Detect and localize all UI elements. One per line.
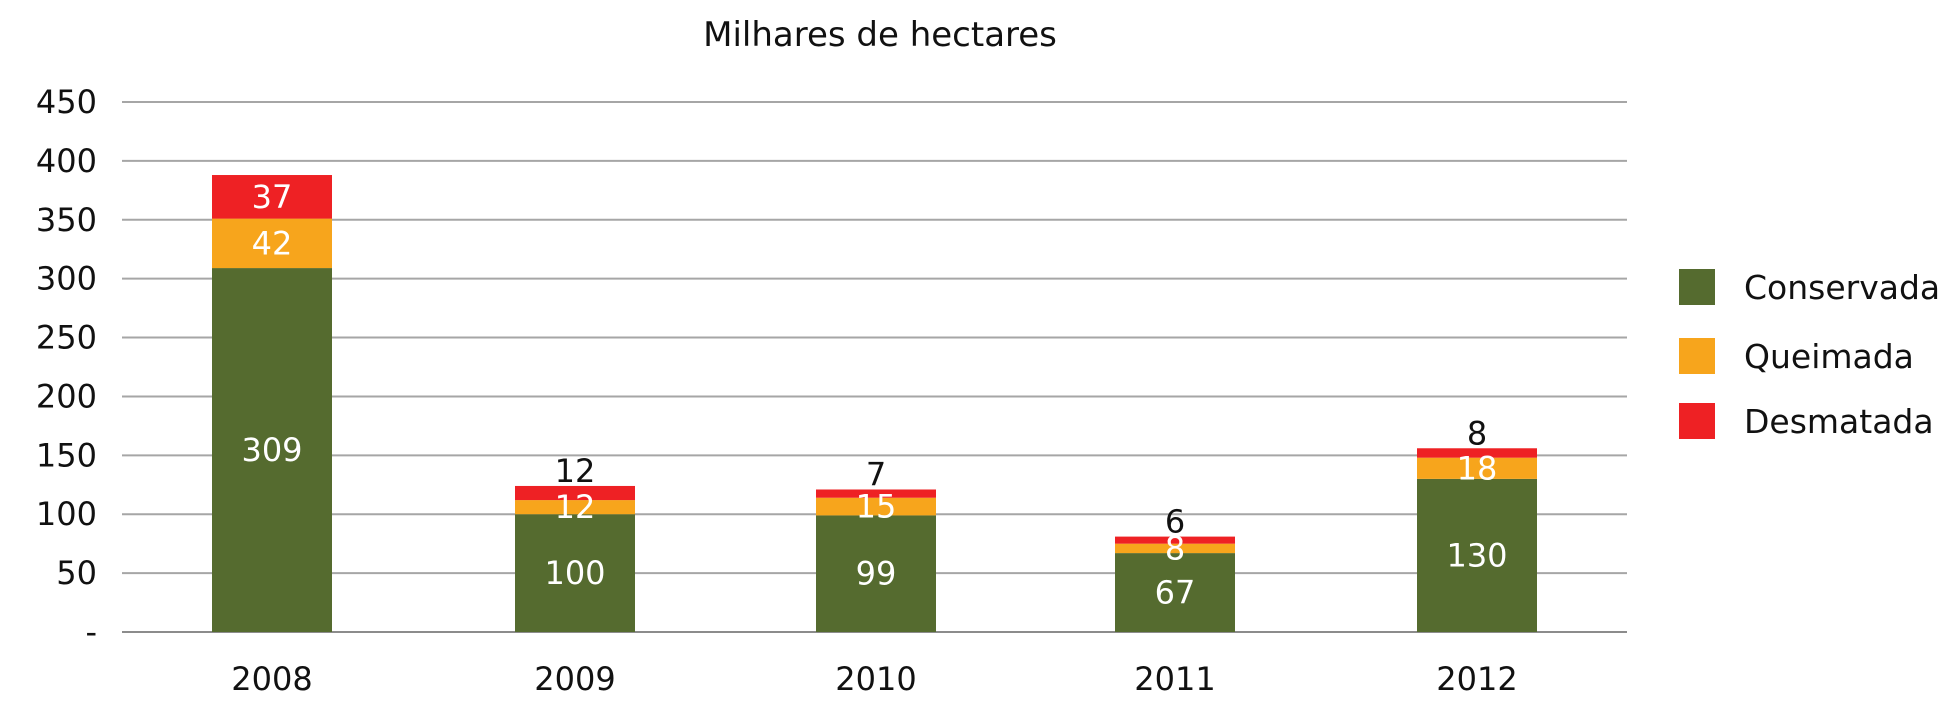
y-tick-label: 250 [36, 319, 97, 357]
legend-swatch-queimada [1679, 338, 1715, 374]
data-label-conservada-2012: 130 [1446, 536, 1507, 574]
chart-title: Milhares de hectares [703, 15, 1057, 55]
bar-conservada-2008 [212, 268, 332, 632]
data-label-conservada-2011: 67 [1155, 574, 1196, 612]
bar-queimada-2009 [515, 500, 635, 515]
data-label-desmatada-2012: 8 [1467, 414, 1487, 452]
y-tick-label: 450 [36, 83, 97, 121]
bar-queimada-2011 [1115, 543, 1235, 554]
gridlines [122, 101, 1627, 633]
bar-conservada-2009 [515, 514, 635, 632]
y-tick-label: 200 [36, 377, 97, 415]
y-tick-label: 400 [36, 142, 97, 180]
bar-conservada-2011 [1115, 553, 1235, 632]
bar-desmatada-2011 [1115, 536, 1235, 544]
data-label-queimada-2010: 15 [856, 488, 897, 526]
data-label-desmatada-2011: 6 [1165, 503, 1185, 541]
y-tick-label: 50 [56, 554, 97, 592]
x-tick-label: 2009 [534, 660, 615, 698]
x-tick-label: 2010 [835, 660, 916, 698]
data-label-queimada-2012: 18 [1457, 449, 1498, 487]
data-label-conservada-2009: 100 [544, 554, 605, 592]
x-axis-ticks: 2008 2009 2010 2011 2012 [231, 660, 1517, 698]
legend-swatch-conservada [1679, 269, 1715, 305]
legend: Conservada Queimada Desmatada [1679, 268, 1940, 441]
data-label-conservada-2008: 309 [241, 431, 302, 469]
legend-label-conservada: Conservada [1744, 268, 1940, 307]
data-label-conservada-2010: 99 [856, 555, 897, 593]
bar-queimada-2010 [816, 497, 936, 516]
y-axis-ticks: - 50 100 150 200 250 300 350 400 450 [36, 83, 97, 651]
bar-conservada-2012 [1417, 478, 1537, 632]
y-tick-label: 350 [36, 201, 97, 239]
bar-desmatada-2010 [816, 489, 936, 498]
data-label-desmatada-2010: 7 [866, 455, 886, 493]
data-label-desmatada-2008: 37 [252, 178, 293, 216]
bar-queimada-2008 [212, 218, 332, 269]
bar-desmatada-2009 [515, 485, 635, 501]
y-tick-label: 150 [36, 436, 97, 474]
data-label-desmatada-2009: 12 [555, 452, 596, 490]
data-label-queimada-2008: 42 [252, 224, 293, 262]
y-tick-label: 100 [36, 495, 97, 533]
legend-swatch-desmatada [1679, 403, 1715, 439]
data-label-queimada-2009: 12 [555, 488, 596, 526]
bar-queimada-2012 [1417, 457, 1537, 479]
x-tick-label: 2012 [1436, 660, 1517, 698]
y-tick-label: 300 [36, 260, 97, 298]
bar-desmatada-2012 [1417, 448, 1537, 458]
bar-conservada-2010 [816, 515, 936, 632]
legend-label-desmatada: Desmatada [1744, 402, 1934, 441]
bar-desmatada-2008 [212, 175, 332, 219]
legend-label-queimada: Queimada [1744, 337, 1914, 376]
y-tick-label: - [85, 613, 97, 651]
x-tick-label: 2008 [231, 660, 312, 698]
data-label-queimada-2011: 8 [1165, 529, 1185, 567]
x-tick-label: 2011 [1134, 660, 1215, 698]
